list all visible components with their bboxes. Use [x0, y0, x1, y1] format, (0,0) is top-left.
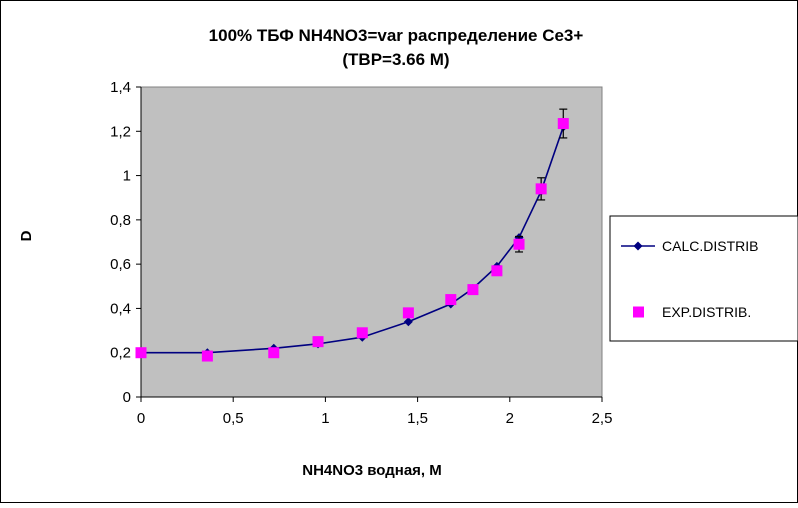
exp-distrib-point	[312, 336, 324, 348]
exp-distrib-point	[356, 327, 368, 339]
exp-distrib-point	[268, 347, 280, 359]
y-tick-label: 1	[123, 168, 131, 185]
y-tick-label: 0	[123, 389, 131, 406]
series-layer	[135, 108, 569, 362]
y-tick-label: 0,2	[110, 345, 131, 362]
calc-distrib-line	[141, 126, 565, 354]
y-tick-label: 0,6	[110, 256, 131, 273]
exp-distrib-point	[557, 118, 569, 130]
exp-distrib-point	[201, 350, 213, 362]
x-tick-label: 2	[506, 410, 514, 427]
exp-distrib-point	[513, 238, 525, 250]
plot-area	[140, 86, 603, 398]
y-tick-label: 1,4	[110, 79, 131, 96]
legend: CALC.DISTRIB EXP.DISTRIB.	[609, 215, 798, 342]
axes: 0 0,2 0,4 0,6 0,8 1 1,2 1,4 0 0,5 1 1,5 2 2,5	[110, 79, 612, 427]
y-tick-label: 0,8	[110, 212, 131, 229]
y-tick-label: 1,2	[110, 123, 131, 140]
legend-calc-marker	[633, 241, 643, 251]
exp-distrib-point	[402, 307, 414, 319]
y-tick-label: 0,4	[110, 300, 131, 317]
x-tick-label: 1	[321, 410, 329, 427]
x-axis-label: NH4NO3 водная, М	[302, 462, 442, 479]
y-axis-label: D	[18, 230, 35, 241]
x-tick-label: 0	[137, 410, 145, 427]
legend-calc-label: CALC.DISTRIB	[662, 238, 758, 254]
legend-exp-marker	[633, 306, 644, 318]
exp-distrib-point	[467, 284, 479, 296]
x-tick-label: 0,5	[223, 410, 244, 427]
x-tick-label: 2,5	[592, 410, 613, 427]
legend-exp-label: EXP.DISTRIB.	[662, 304, 751, 320]
x-tick-label: 1,5	[407, 410, 428, 427]
chart-title-line1: 100% ТБФ NH4NO3=var распределение Ce3+	[209, 26, 584, 45]
exp-distrib-point	[445, 294, 457, 306]
exp-distrib-point	[491, 265, 503, 277]
legend-box	[609, 215, 798, 342]
exp-distrib-point	[535, 183, 547, 195]
exp-distrib-point	[135, 347, 147, 359]
calc-distrib-point	[403, 317, 413, 327]
chart-title-line2: (TBP=3.66 M)	[342, 50, 449, 69]
